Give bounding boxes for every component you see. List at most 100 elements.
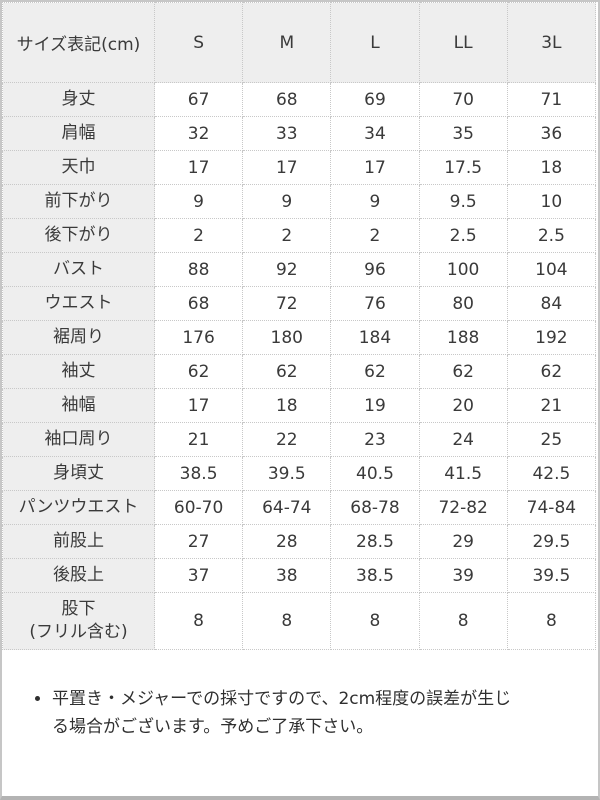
col-header-ll: LL (418, 2, 508, 83)
table-row: 袖幅 17 18 19 20 21 (2, 388, 597, 423)
value-cell: 69 (330, 82, 420, 117)
value-cell: 8 (330, 592, 420, 650)
value-cell: 9 (153, 184, 244, 219)
value-cell: 17 (242, 150, 332, 185)
value-cell: 17 (153, 150, 244, 185)
value-cell: 22 (242, 422, 332, 457)
table-row: 前股上 27 28 28.5 29 29.5 (2, 524, 597, 559)
row-label: 前股上 (2, 524, 155, 559)
col-header-3l: 3L (506, 2, 597, 83)
value-cell: 62 (506, 354, 597, 389)
row-label: パンツウエスト (2, 490, 155, 525)
size-table-body: 身丈 67 68 69 70 71 肩幅 32 33 34 35 36 天巾 17 17 17 17.5 18 前下… (2, 82, 597, 650)
value-cell: 74-84 (506, 490, 597, 525)
value-cell: 21 (506, 388, 597, 423)
value-cell: 71 (506, 82, 597, 117)
value-cell: 34 (330, 116, 420, 151)
value-cell: 2 (242, 218, 332, 253)
value-cell: 28 (242, 524, 332, 559)
row-label: 身頃丈 (2, 456, 155, 491)
table-row: パンツウエスト 60-70 64-74 68-78 72-82 74-84 (2, 490, 597, 525)
value-cell: 60-70 (153, 490, 244, 525)
value-cell: 80 (418, 286, 508, 321)
value-cell: 8 (153, 592, 244, 650)
value-cell: 36 (506, 116, 597, 151)
col-header-size-unit: サイズ表記(cm) (2, 2, 155, 83)
row-label: 身丈 (2, 82, 155, 117)
value-cell: 19 (330, 388, 420, 423)
value-cell: 184 (330, 320, 420, 355)
value-cell: 2 (330, 218, 420, 253)
row-label: 股下 (フリル含む) (2, 592, 155, 650)
table-row: 前下がり 9 9 9 9.5 10 (2, 184, 597, 219)
table-row: 裾周り 176 180 184 188 192 (2, 320, 597, 355)
row-label: 天巾 (2, 150, 155, 185)
row-label: ウエスト (2, 286, 155, 321)
table-row: ウエスト 68 72 76 80 84 (2, 286, 597, 321)
col-header-l: L (330, 2, 420, 83)
value-cell: 64-74 (242, 490, 332, 525)
value-cell: 67 (153, 82, 244, 117)
row-label: 袖丈 (2, 354, 155, 389)
value-cell: 39 (418, 558, 508, 593)
value-cell: 41.5 (418, 456, 508, 491)
value-cell: 38 (242, 558, 332, 593)
col-header-m: M (242, 2, 332, 83)
value-cell: 8 (418, 592, 508, 650)
size-table: サイズ表記(cm) S M L LL 3L 身丈 67 68 69 70 71 肩幅 32 33… (2, 2, 597, 650)
value-cell: 38.5 (330, 558, 420, 593)
table-row: 後股上 37 38 38.5 39 39.5 (2, 558, 597, 593)
value-cell: 9 (242, 184, 332, 219)
value-cell: 192 (506, 320, 597, 355)
row-label: バスト (2, 252, 155, 287)
value-cell: 62 (418, 354, 508, 389)
value-cell: 39.5 (506, 558, 597, 593)
value-cell: 40.5 (330, 456, 420, 491)
value-cell: 27 (153, 524, 244, 559)
value-cell: 62 (330, 354, 420, 389)
value-cell: 96 (330, 252, 420, 287)
value-cell: 29 (418, 524, 508, 559)
value-cell: 23 (330, 422, 420, 457)
note-list: 平置き・メジャーでの採寸ですので、2cm程度の誤差が生じる場合がございます。予め… (2, 686, 522, 741)
value-cell: 17 (153, 388, 244, 423)
value-cell: 37 (153, 558, 244, 593)
table-row: 後下がり 2 2 2 2.5 2.5 (2, 218, 597, 253)
value-cell: 2.5 (506, 218, 597, 253)
row-label: 袖幅 (2, 388, 155, 423)
table-row: 天巾 17 17 17 17.5 18 (2, 150, 597, 185)
value-cell: 188 (418, 320, 508, 355)
value-cell: 104 (506, 252, 597, 287)
table-row: 肩幅 32 33 34 35 36 (2, 116, 597, 151)
row-label: 肩幅 (2, 116, 155, 151)
value-cell: 68 (153, 286, 244, 321)
value-cell: 72 (242, 286, 332, 321)
value-cell: 35 (418, 116, 508, 151)
value-cell: 176 (153, 320, 244, 355)
value-cell: 9 (330, 184, 420, 219)
value-cell: 76 (330, 286, 420, 321)
row-label: 裾周り (2, 320, 155, 355)
value-cell: 84 (506, 286, 597, 321)
size-table-header-row: サイズ表記(cm) S M L LL 3L (2, 2, 597, 83)
value-cell: 62 (242, 354, 332, 389)
value-cell: 88 (153, 252, 244, 287)
table-row: 股下 (フリル含む) 8 8 8 8 8 (2, 592, 597, 650)
value-cell: 21 (153, 422, 244, 457)
row-label: 袖口周り (2, 422, 155, 457)
table-row: 身頃丈 38.5 39.5 40.5 41.5 42.5 (2, 456, 597, 491)
table-row: 袖口周り 21 22 23 24 25 (2, 422, 597, 457)
value-cell: 24 (418, 422, 508, 457)
value-cell: 9.5 (418, 184, 508, 219)
table-row: バスト 88 92 96 100 104 (2, 252, 597, 287)
measurement-note: 平置き・メジャーでの採寸ですので、2cm程度の誤差が生じる場合がございます。予め… (52, 686, 522, 741)
value-cell: 28.5 (330, 524, 420, 559)
value-cell: 20 (418, 388, 508, 423)
value-cell: 39.5 (242, 456, 332, 491)
value-cell: 25 (506, 422, 597, 457)
row-label: 後下がり (2, 218, 155, 253)
value-cell: 18 (506, 150, 597, 185)
value-cell: 68 (242, 82, 332, 117)
row-label: 前下がり (2, 184, 155, 219)
